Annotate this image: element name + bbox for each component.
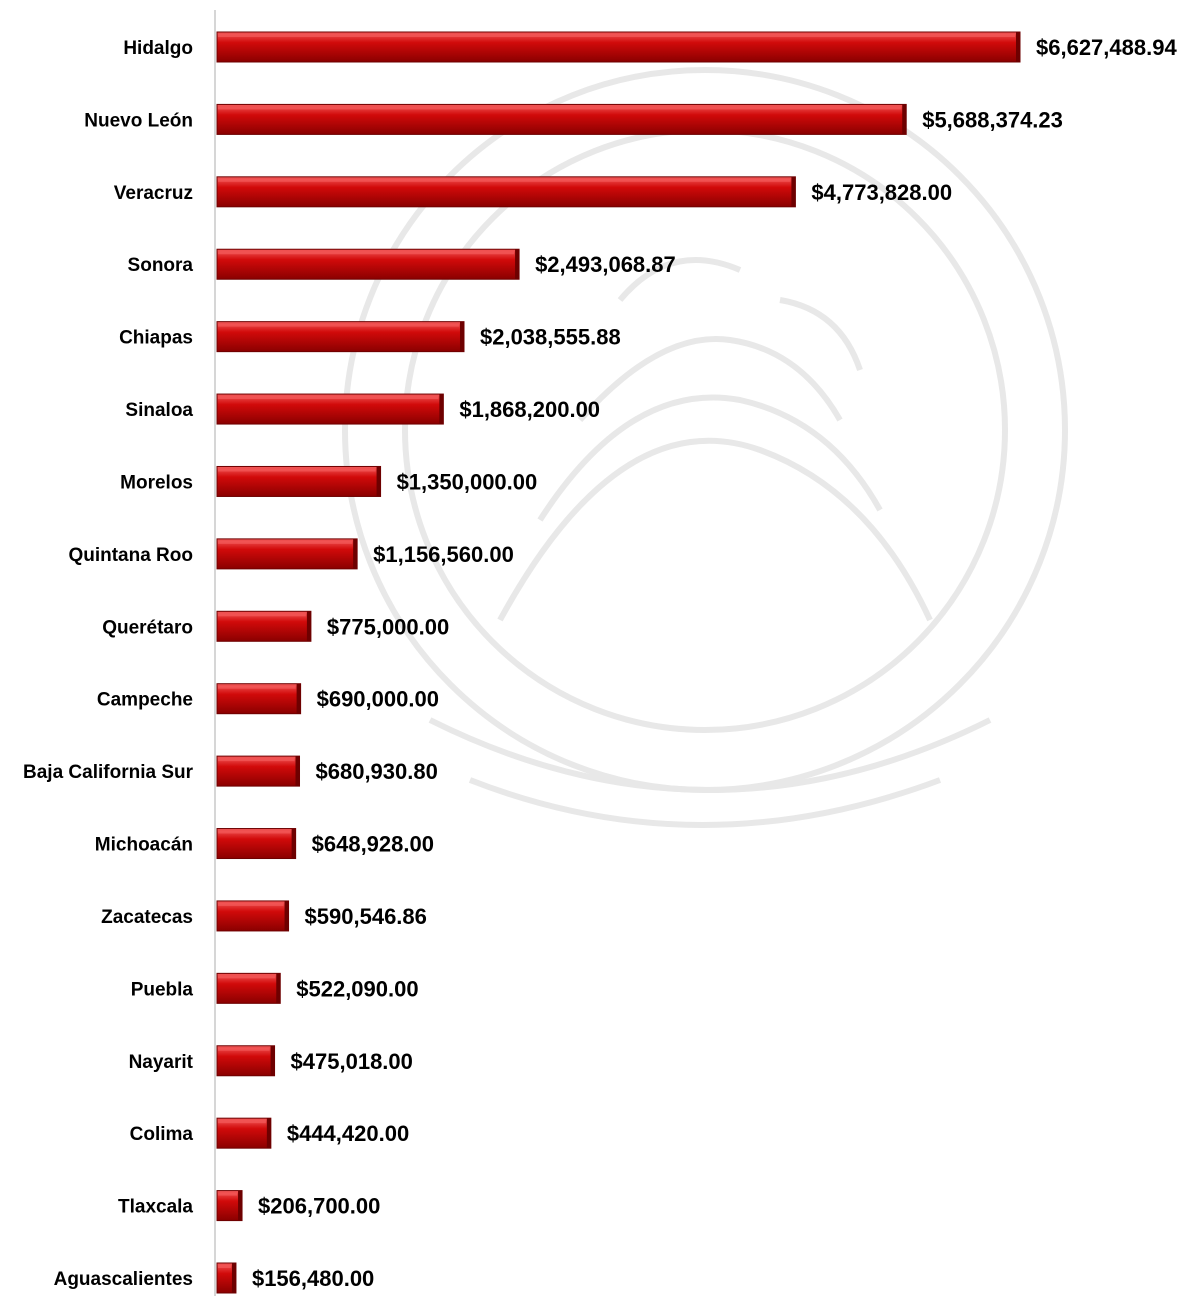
value-label: $4,773,828.00 xyxy=(811,180,952,205)
value-label: $6,627,488.94 xyxy=(1036,35,1177,60)
category-label: Hidalgo xyxy=(123,38,193,59)
bar xyxy=(216,755,301,787)
category-label: Colima xyxy=(130,1124,194,1145)
value-label: $648,928.00 xyxy=(312,832,434,857)
value-label: $2,493,068.87 xyxy=(535,252,676,277)
bar xyxy=(216,610,312,642)
bar xyxy=(216,683,302,715)
bar xyxy=(216,103,907,135)
value-label: $1,868,200.00 xyxy=(459,397,600,422)
value-label: $206,700.00 xyxy=(258,1194,380,1219)
value-label: $1,156,560.00 xyxy=(373,542,514,567)
bar xyxy=(216,465,382,497)
category-label: Veracruz xyxy=(114,183,193,204)
category-label: Morelos xyxy=(120,472,193,493)
category-label: Campeche xyxy=(97,690,193,711)
category-label: Nuevo León xyxy=(84,110,193,131)
value-label: $1,350,000.00 xyxy=(397,469,538,494)
bar xyxy=(216,900,290,932)
category-label: Querétaro xyxy=(102,617,193,638)
category-label: Aguascalientes xyxy=(54,1269,193,1290)
category-label: Zacatecas xyxy=(101,907,193,928)
value-label: $690,000.00 xyxy=(317,687,439,712)
bar xyxy=(216,972,281,1004)
bar xyxy=(216,31,1021,63)
value-label: $5,688,374.23 xyxy=(922,107,1063,132)
category-label: Quintana Roo xyxy=(68,545,193,566)
category-label: Tlaxcala xyxy=(118,1197,193,1218)
bar xyxy=(216,1262,237,1294)
bar xyxy=(216,1117,272,1149)
category-label: Sonora xyxy=(128,255,194,276)
bar xyxy=(216,538,358,570)
bar xyxy=(216,828,297,860)
value-label: $522,090.00 xyxy=(296,976,418,1001)
bar xyxy=(216,1190,243,1222)
bar xyxy=(216,1045,276,1077)
value-label: $444,420.00 xyxy=(287,1121,409,1146)
value-label: $156,480.00 xyxy=(252,1266,374,1291)
value-label: $2,038,555.88 xyxy=(480,325,621,350)
value-label: $680,930.80 xyxy=(316,759,438,784)
category-label: Nayarit xyxy=(129,1052,194,1073)
category-label: Baja California Sur xyxy=(23,762,194,783)
bar xyxy=(216,393,444,425)
value-label: $590,546.86 xyxy=(305,904,427,929)
category-label: Sinaloa xyxy=(125,400,193,421)
bar xyxy=(216,321,465,353)
category-label: Michoacán xyxy=(95,835,193,856)
category-label: Puebla xyxy=(131,979,194,1000)
category-label: Chiapas xyxy=(119,328,193,349)
bar xyxy=(216,176,796,208)
value-label: $475,018.00 xyxy=(291,1049,413,1074)
value-label: $775,000.00 xyxy=(327,614,449,639)
bar xyxy=(216,248,520,280)
